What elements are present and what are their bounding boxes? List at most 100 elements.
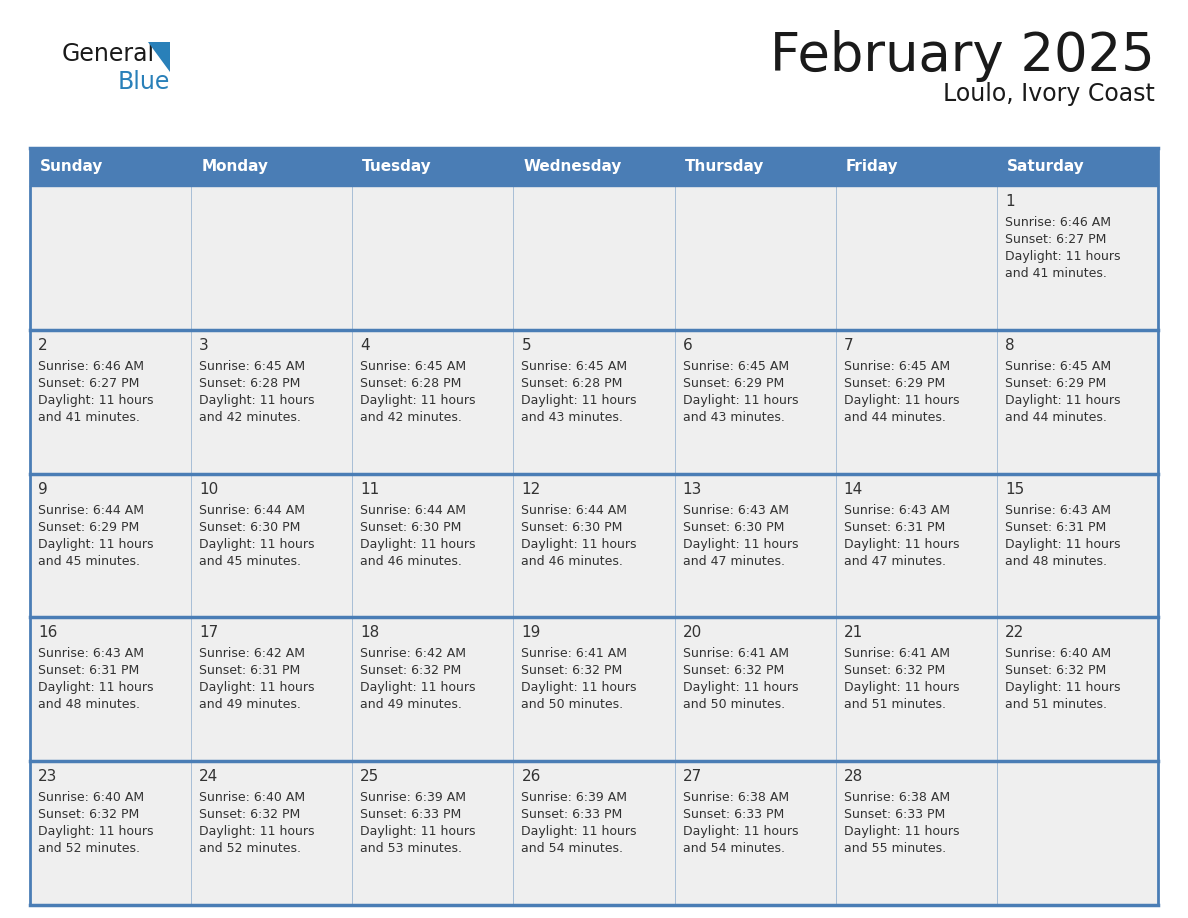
Text: February 2025: February 2025: [770, 30, 1155, 82]
Bar: [30, 761, 191, 905]
Text: Sunrise: 6:46 AM: Sunrise: 6:46 AM: [38, 360, 144, 373]
Text: Daylight: 11 hours: Daylight: 11 hours: [38, 825, 153, 838]
Bar: [513, 618, 675, 761]
Text: Thursday: Thursday: [684, 160, 764, 174]
Text: Sunset: 6:33 PM: Sunset: 6:33 PM: [843, 808, 944, 822]
Text: Sunset: 6:29 PM: Sunset: 6:29 PM: [1005, 376, 1106, 390]
Text: 4: 4: [360, 338, 369, 353]
Text: Sunset: 6:32 PM: Sunset: 6:32 PM: [1005, 665, 1106, 677]
Bar: [513, 330, 675, 474]
Text: 22: 22: [1005, 625, 1024, 641]
Bar: [30, 148, 1158, 905]
Bar: [30, 474, 191, 618]
Bar: [835, 330, 997, 474]
Text: Daylight: 11 hours: Daylight: 11 hours: [683, 825, 798, 838]
Text: Daylight: 11 hours: Daylight: 11 hours: [522, 538, 637, 551]
Text: 12: 12: [522, 482, 541, 497]
Text: Sunset: 6:32 PM: Sunset: 6:32 PM: [843, 665, 944, 677]
Text: Daylight: 11 hours: Daylight: 11 hours: [683, 538, 798, 551]
Text: and 45 minutes.: and 45 minutes.: [200, 554, 301, 567]
Text: 25: 25: [360, 769, 379, 784]
Text: Daylight: 11 hours: Daylight: 11 hours: [1005, 394, 1120, 407]
Bar: [191, 761, 353, 905]
Text: Sunrise: 6:45 AM: Sunrise: 6:45 AM: [200, 360, 305, 373]
Text: Sunrise: 6:39 AM: Sunrise: 6:39 AM: [360, 791, 466, 804]
Bar: [675, 330, 835, 474]
Bar: [353, 761, 513, 905]
Text: and 44 minutes.: and 44 minutes.: [1005, 410, 1107, 424]
Text: 27: 27: [683, 769, 702, 784]
Bar: [997, 148, 1158, 186]
Text: General: General: [62, 42, 156, 66]
Text: and 53 minutes.: and 53 minutes.: [360, 842, 462, 856]
Text: 10: 10: [200, 482, 219, 497]
Bar: [30, 186, 191, 330]
Bar: [513, 474, 675, 618]
Bar: [835, 618, 997, 761]
Text: Sunrise: 6:45 AM: Sunrise: 6:45 AM: [843, 360, 950, 373]
Text: Sunset: 6:30 PM: Sunset: 6:30 PM: [200, 521, 301, 533]
Text: Sunrise: 6:45 AM: Sunrise: 6:45 AM: [360, 360, 467, 373]
Text: 15: 15: [1005, 482, 1024, 497]
Bar: [675, 186, 835, 330]
Text: 19: 19: [522, 625, 541, 641]
Text: Sunset: 6:29 PM: Sunset: 6:29 PM: [38, 521, 139, 533]
Text: Daylight: 11 hours: Daylight: 11 hours: [522, 394, 637, 407]
Text: Sunset: 6:32 PM: Sunset: 6:32 PM: [38, 808, 139, 822]
Bar: [30, 618, 191, 761]
Text: Sunrise: 6:46 AM: Sunrise: 6:46 AM: [1005, 216, 1111, 229]
Text: Sunrise: 6:38 AM: Sunrise: 6:38 AM: [683, 791, 789, 804]
Text: Sunrise: 6:44 AM: Sunrise: 6:44 AM: [38, 504, 144, 517]
Text: 28: 28: [843, 769, 862, 784]
Bar: [513, 761, 675, 905]
Text: Sunrise: 6:42 AM: Sunrise: 6:42 AM: [360, 647, 466, 660]
Text: 5: 5: [522, 338, 531, 353]
Text: and 49 minutes.: and 49 minutes.: [360, 699, 462, 711]
Text: and 49 minutes.: and 49 minutes.: [200, 699, 301, 711]
Text: Tuesday: Tuesday: [362, 160, 432, 174]
Text: Sunset: 6:33 PM: Sunset: 6:33 PM: [683, 808, 784, 822]
Text: Sunset: 6:31 PM: Sunset: 6:31 PM: [843, 521, 944, 533]
Text: Daylight: 11 hours: Daylight: 11 hours: [360, 681, 475, 694]
Text: 3: 3: [200, 338, 209, 353]
Text: and 55 minutes.: and 55 minutes.: [843, 842, 946, 856]
Text: Sunset: 6:29 PM: Sunset: 6:29 PM: [843, 376, 944, 390]
Bar: [675, 474, 835, 618]
Bar: [513, 148, 675, 186]
Text: Sunrise: 6:45 AM: Sunrise: 6:45 AM: [522, 360, 627, 373]
Text: Sunset: 6:33 PM: Sunset: 6:33 PM: [360, 808, 461, 822]
Text: and 50 minutes.: and 50 minutes.: [683, 699, 785, 711]
Text: Sunset: 6:31 PM: Sunset: 6:31 PM: [200, 665, 301, 677]
Text: and 44 minutes.: and 44 minutes.: [843, 410, 946, 424]
Bar: [675, 148, 835, 186]
Text: and 47 minutes.: and 47 minutes.: [683, 554, 784, 567]
Bar: [997, 761, 1158, 905]
Text: and 51 minutes.: and 51 minutes.: [843, 699, 946, 711]
Text: Sunrise: 6:43 AM: Sunrise: 6:43 AM: [683, 504, 789, 517]
Text: and 54 minutes.: and 54 minutes.: [683, 842, 784, 856]
Text: Sunrise: 6:43 AM: Sunrise: 6:43 AM: [843, 504, 949, 517]
Bar: [191, 330, 353, 474]
Text: Sunrise: 6:44 AM: Sunrise: 6:44 AM: [360, 504, 466, 517]
Text: and 48 minutes.: and 48 minutes.: [1005, 554, 1107, 567]
Text: and 43 minutes.: and 43 minutes.: [522, 410, 624, 424]
Text: and 41 minutes.: and 41 minutes.: [1005, 267, 1107, 280]
Text: and 46 minutes.: and 46 minutes.: [360, 554, 462, 567]
Text: Monday: Monday: [201, 160, 268, 174]
Text: and 42 minutes.: and 42 minutes.: [200, 410, 301, 424]
Text: Sunset: 6:30 PM: Sunset: 6:30 PM: [522, 521, 623, 533]
Text: Sunrise: 6:45 AM: Sunrise: 6:45 AM: [1005, 360, 1111, 373]
Bar: [353, 330, 513, 474]
Text: Daylight: 11 hours: Daylight: 11 hours: [522, 825, 637, 838]
Text: Daylight: 11 hours: Daylight: 11 hours: [200, 394, 315, 407]
Text: Daylight: 11 hours: Daylight: 11 hours: [522, 681, 637, 694]
Text: and 41 minutes.: and 41 minutes.: [38, 410, 140, 424]
Text: and 51 minutes.: and 51 minutes.: [1005, 699, 1107, 711]
Bar: [997, 186, 1158, 330]
Text: Daylight: 11 hours: Daylight: 11 hours: [360, 538, 475, 551]
Bar: [675, 761, 835, 905]
Text: and 46 minutes.: and 46 minutes.: [522, 554, 624, 567]
Text: Sunrise: 6:41 AM: Sunrise: 6:41 AM: [843, 647, 949, 660]
Text: Sunset: 6:28 PM: Sunset: 6:28 PM: [200, 376, 301, 390]
Text: Sunrise: 6:45 AM: Sunrise: 6:45 AM: [683, 360, 789, 373]
